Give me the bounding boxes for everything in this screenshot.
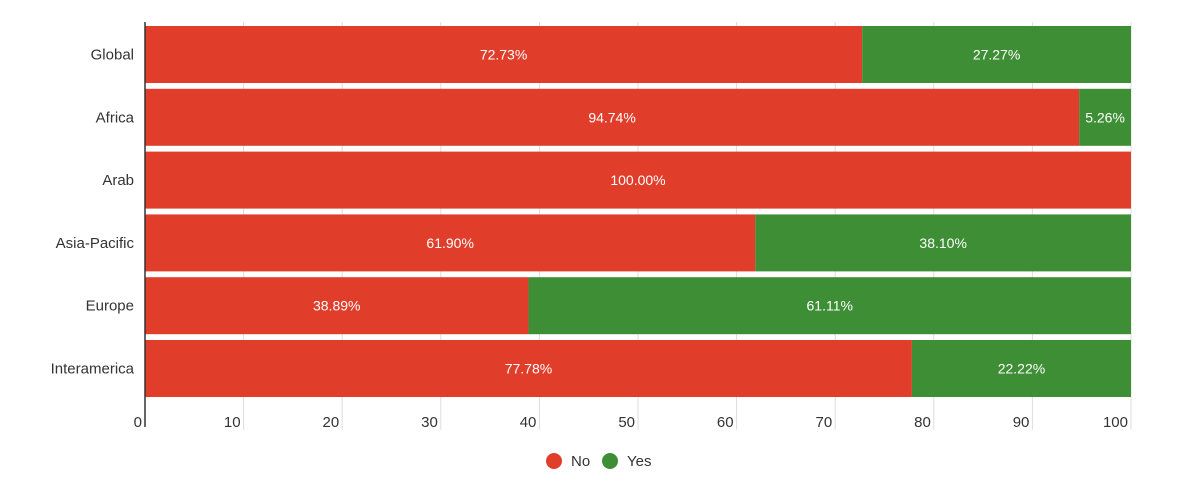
data-label: 61.11%: [807, 298, 853, 314]
data-label: 5.26%: [1085, 109, 1125, 125]
x-tick-label: 60: [717, 414, 734, 431]
category-labels: Global Africa Arab Asia-Pacific Europe Intera…: [51, 47, 135, 378]
x-tick-label: 30: [421, 414, 438, 431]
bar-segment-no: [145, 88, 1080, 146]
bar-segment-no: [145, 277, 529, 335]
category-label: Global: [91, 47, 134, 64]
category-label: Interamerica: [51, 361, 135, 378]
legend-marker-no: [546, 453, 562, 469]
data-label: 38.89%: [313, 298, 360, 314]
legend: No Yes: [546, 453, 651, 470]
x-tick-label: 50: [618, 414, 635, 431]
data-label: 72.73%: [480, 47, 527, 63]
data-label: 100.00%: [610, 172, 665, 188]
data-label: 22.22%: [998, 361, 1045, 377]
bar-segment-yes: [862, 26, 1131, 83]
bar-segment-yes: [911, 340, 1131, 397]
bar-segment-yes: [1079, 88, 1131, 146]
legend-label: Yes: [627, 453, 651, 470]
bar-segment-yes: [755, 214, 1131, 272]
category-label: Arab: [102, 172, 134, 189]
x-tick-label: 0: [134, 414, 142, 431]
x-tick-label: 80: [914, 414, 931, 431]
data-label: 38.10%: [919, 235, 966, 251]
x-tick-label: 70: [816, 414, 833, 431]
legend-marker-yes: [602, 453, 618, 469]
category-label: Asia-Pacific: [56, 235, 135, 252]
data-label: 27.27%: [973, 47, 1020, 63]
bar-segment-no: [145, 151, 1131, 209]
x-tick-label: 10: [224, 414, 241, 431]
data-label: 77.78%: [505, 361, 552, 377]
bar-segment-no: [145, 214, 756, 272]
x-tick-label: 100: [1103, 414, 1128, 431]
bar-segment-no: [145, 26, 863, 83]
x-tick-label: 40: [520, 414, 537, 431]
data-label: 61.90%: [426, 235, 473, 251]
x-tick-label: 20: [323, 414, 340, 431]
x-tick-label: 90: [1013, 414, 1030, 431]
bar-segment-yes: [528, 277, 1131, 335]
category-label: Africa: [96, 109, 135, 126]
data-label: 94.74%: [588, 109, 635, 125]
x-axis-ticks: 0 10 20 30 40 50 60 70 80 90 100: [134, 414, 1128, 431]
value-labels: 72.73% 27.27% 94.74% 5.26% 100.00% 61.90% 38.1…: [313, 47, 1125, 377]
bar-segment-no: [145, 340, 912, 397]
legend-label: No: [571, 453, 590, 470]
bars: [145, 26, 1131, 397]
category-label: Europe: [86, 298, 134, 315]
